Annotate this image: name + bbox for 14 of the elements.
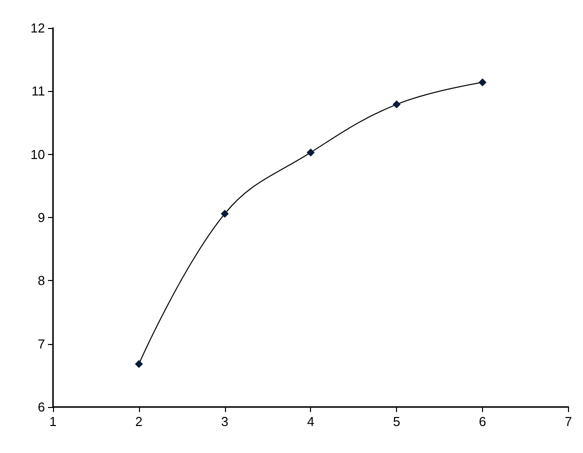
y-tick-label: 12 xyxy=(30,20,45,36)
y-tick-label: 6 xyxy=(38,400,45,414)
x-tick-label: 1 xyxy=(49,414,57,429)
y-tick-label: 8 xyxy=(38,273,45,288)
x-tick-label: 4 xyxy=(307,414,314,429)
y-tick-label: 7 xyxy=(38,336,45,352)
x-tick-label: 3 xyxy=(221,414,228,429)
y-tick-label: 10 xyxy=(30,146,45,162)
x-tick-label: 6 xyxy=(478,414,486,429)
y-tick-label: 9 xyxy=(38,210,45,225)
x-tick-label: 2 xyxy=(135,414,143,429)
x-tick-label: 5 xyxy=(392,414,400,429)
x-tick-label: 7 xyxy=(564,414,572,429)
y-tick-label: 11 xyxy=(32,84,45,99)
